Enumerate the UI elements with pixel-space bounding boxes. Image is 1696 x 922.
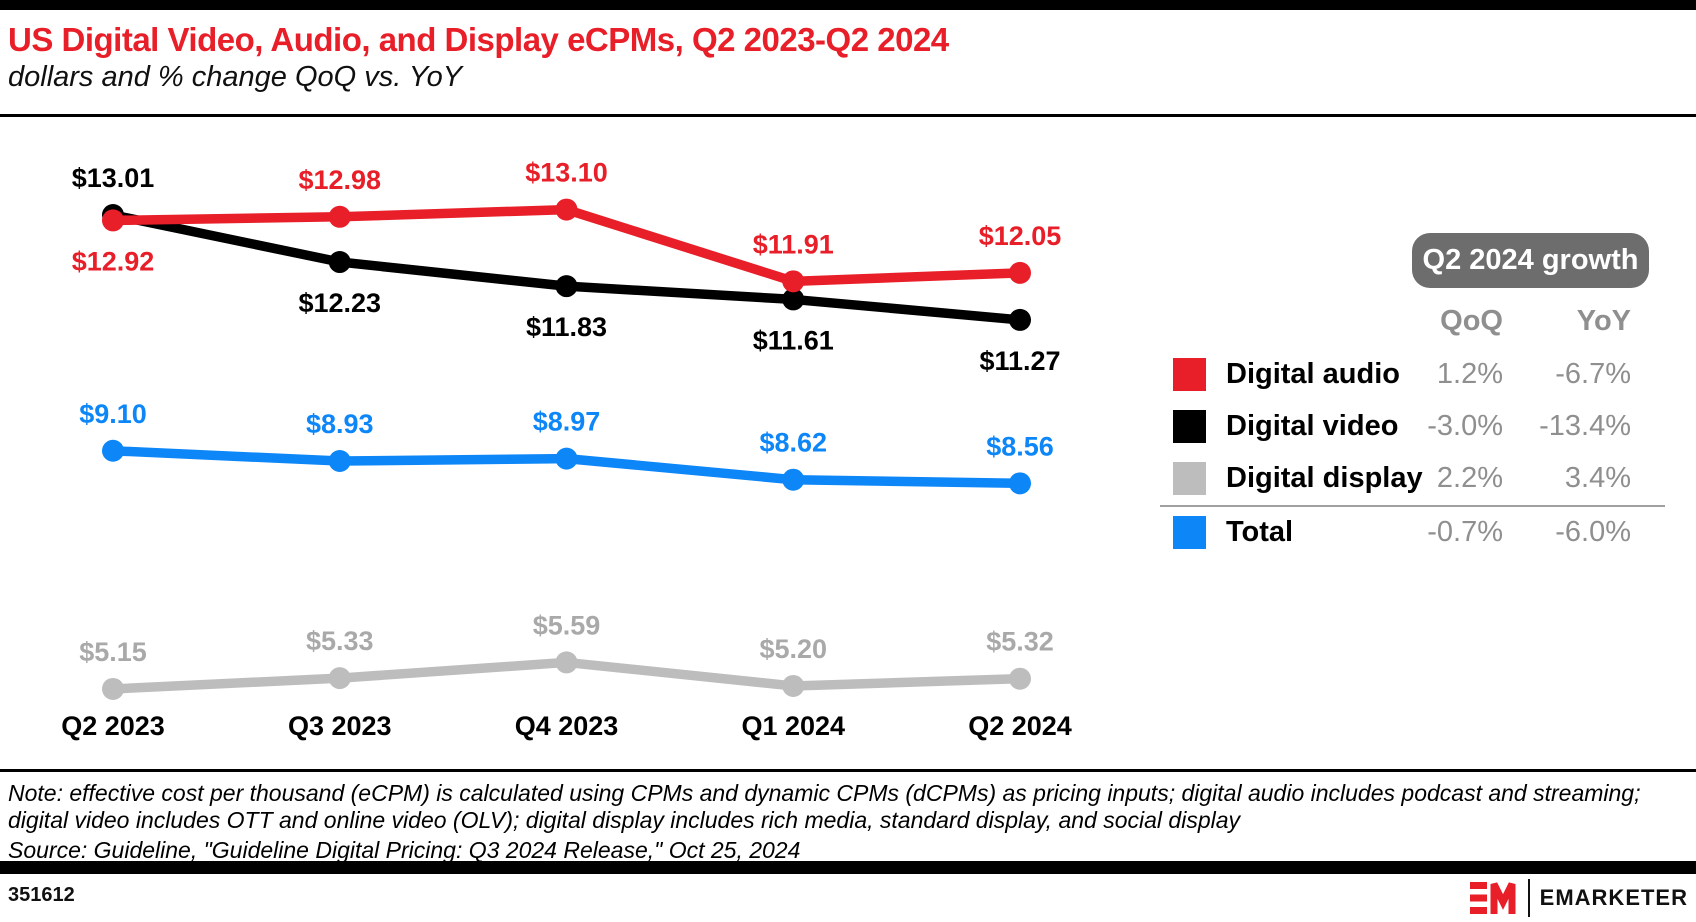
qoq-value: 2.2% <box>1436 461 1503 494</box>
data-label-digital-display: $5.33 <box>306 626 374 656</box>
data-point-digital-video <box>555 275 578 298</box>
yoy-value: -6.7% <box>1555 357 1631 390</box>
x-axis-label: Q2 2023 <box>61 711 165 741</box>
data-label-digital-audio: $11.91 <box>753 229 834 259</box>
data-label-digital-video: $13.01 <box>72 163 155 193</box>
data-point-digital-audio <box>1009 261 1031 284</box>
data-point-digital-display <box>782 674 805 697</box>
logo-divider <box>1527 879 1530 917</box>
data-point-total <box>102 439 124 462</box>
legend-row-digital-audio: Digital audio 1.2% -6.7% <box>1160 357 1665 391</box>
ecpm-line-chart: $5.15 $5.33 $5.59 $5.20 $5.32 $9.10 $8.93 $8.97… <box>61 158 1072 741</box>
legend-row-digital-display: Digital display 2.2% 3.4% <box>1160 461 1665 495</box>
data-point-digital-audio <box>555 198 578 221</box>
total-swatch <box>1173 515 1206 549</box>
title-separator <box>0 114 1696 117</box>
growth-table: Q2 2024 growth QoQ YoY Digital audio 1.2… <box>1160 230 1665 567</box>
data-label-digital-audio: $12.92 <box>72 246 155 276</box>
legend-label: Digital video <box>1226 409 1399 442</box>
growth-badge: Q2 2024 growth <box>1412 233 1649 288</box>
x-axis-label: Q2 2024 <box>968 711 1072 741</box>
yoy-value: -13.4% <box>1539 409 1631 442</box>
data-label-digital-video: $11.61 <box>753 325 834 355</box>
data-label-total: $8.56 <box>986 431 1054 461</box>
data-label-digital-video: $11.83 <box>526 312 607 342</box>
chart-id: 351612 <box>8 884 75 906</box>
qoq-value: 1.2% <box>1436 357 1503 390</box>
x-axis-label: Q1 2024 <box>741 711 845 741</box>
column-header-qoq: QoQ <box>1440 305 1503 337</box>
growth-table-header: QoQ YoY <box>1160 305 1665 337</box>
note-separator <box>0 769 1696 772</box>
data-label-digital-audio: $12.05 <box>979 221 1062 251</box>
page-title: US Digital Video, Audio, and Display eCP… <box>8 21 949 58</box>
data-label-total: $8.97 <box>533 407 601 437</box>
brand-wordmark: EMARKETER <box>1539 885 1688 910</box>
emarketer-logo: EMARKETER <box>1469 879 1688 917</box>
data-label-digital-display: $5.59 <box>533 610 601 640</box>
data-point-digital-audio <box>102 209 124 232</box>
yoy-value: 3.4% <box>1564 461 1631 494</box>
series-line-digital-video <box>108 210 1025 325</box>
data-label-digital-display: $5.20 <box>759 634 827 664</box>
data-label-total: $8.62 <box>759 428 827 458</box>
legend-row-digital-video: Digital video -3.0% -13.4% <box>1160 409 1665 443</box>
total-separator-line <box>1160 505 1665 507</box>
data-point-digital-audio <box>782 270 805 293</box>
legend-label: Digital audio <box>1226 357 1400 390</box>
column-header-yoy: YoY <box>1576 305 1631 337</box>
data-point-total <box>782 468 805 491</box>
legend-label: Digital display <box>1226 461 1423 494</box>
digital-display-swatch <box>1173 461 1206 495</box>
data-label-digital-audio: $13.10 <box>525 158 608 188</box>
data-point-digital-video <box>328 251 351 274</box>
data-label-digital-audio: $12.98 <box>298 165 381 195</box>
top-border-bar <box>0 0 1696 10</box>
footnote-block: Note: effective cost per thousand (eCPM)… <box>8 780 1692 864</box>
data-label-total: $9.10 <box>79 399 147 429</box>
qoq-value: -3.0% <box>1427 409 1503 442</box>
data-label-digital-video: $12.23 <box>298 288 381 318</box>
note-text: Note: effective cost per thousand (eCPM)… <box>8 780 1641 833</box>
data-point-digital-display <box>328 667 351 690</box>
emarketer-logo-icon <box>1469 882 1516 914</box>
source-text: Source: Guideline, "Guideline Digital Pr… <box>8 837 801 863</box>
data-point-total <box>328 450 351 473</box>
data-label-digital-display: $5.15 <box>79 637 147 667</box>
data-point-digital-display <box>555 651 578 674</box>
digital-audio-swatch <box>1173 357 1206 391</box>
qoq-value: -0.7% <box>1427 515 1503 548</box>
data-point-digital-display <box>102 677 124 700</box>
data-point-digital-display <box>1009 667 1031 690</box>
bottom-border-bar <box>0 861 1696 874</box>
legend-row-total: Total -0.7% -6.0% <box>1160 515 1665 549</box>
data-point-total <box>555 447 578 470</box>
data-point-digital-video <box>782 288 805 311</box>
yoy-value: -6.0% <box>1555 515 1631 548</box>
data-point-digital-audio <box>328 205 351 228</box>
x-axis-label: Q4 2023 <box>515 711 619 741</box>
page-subtitle: dollars and % change QoQ vs. YoY <box>8 61 463 93</box>
data-label-digital-video: $11.27 <box>979 346 1060 376</box>
data-point-total <box>1009 472 1031 495</box>
x-axis-label: Q3 2023 <box>288 711 392 741</box>
digital-video-swatch <box>1173 409 1206 443</box>
legend-label: Total <box>1226 515 1294 548</box>
data-point-digital-video <box>1009 308 1031 331</box>
data-label-total: $8.93 <box>306 409 374 439</box>
data-label-digital-display: $5.32 <box>986 627 1054 657</box>
